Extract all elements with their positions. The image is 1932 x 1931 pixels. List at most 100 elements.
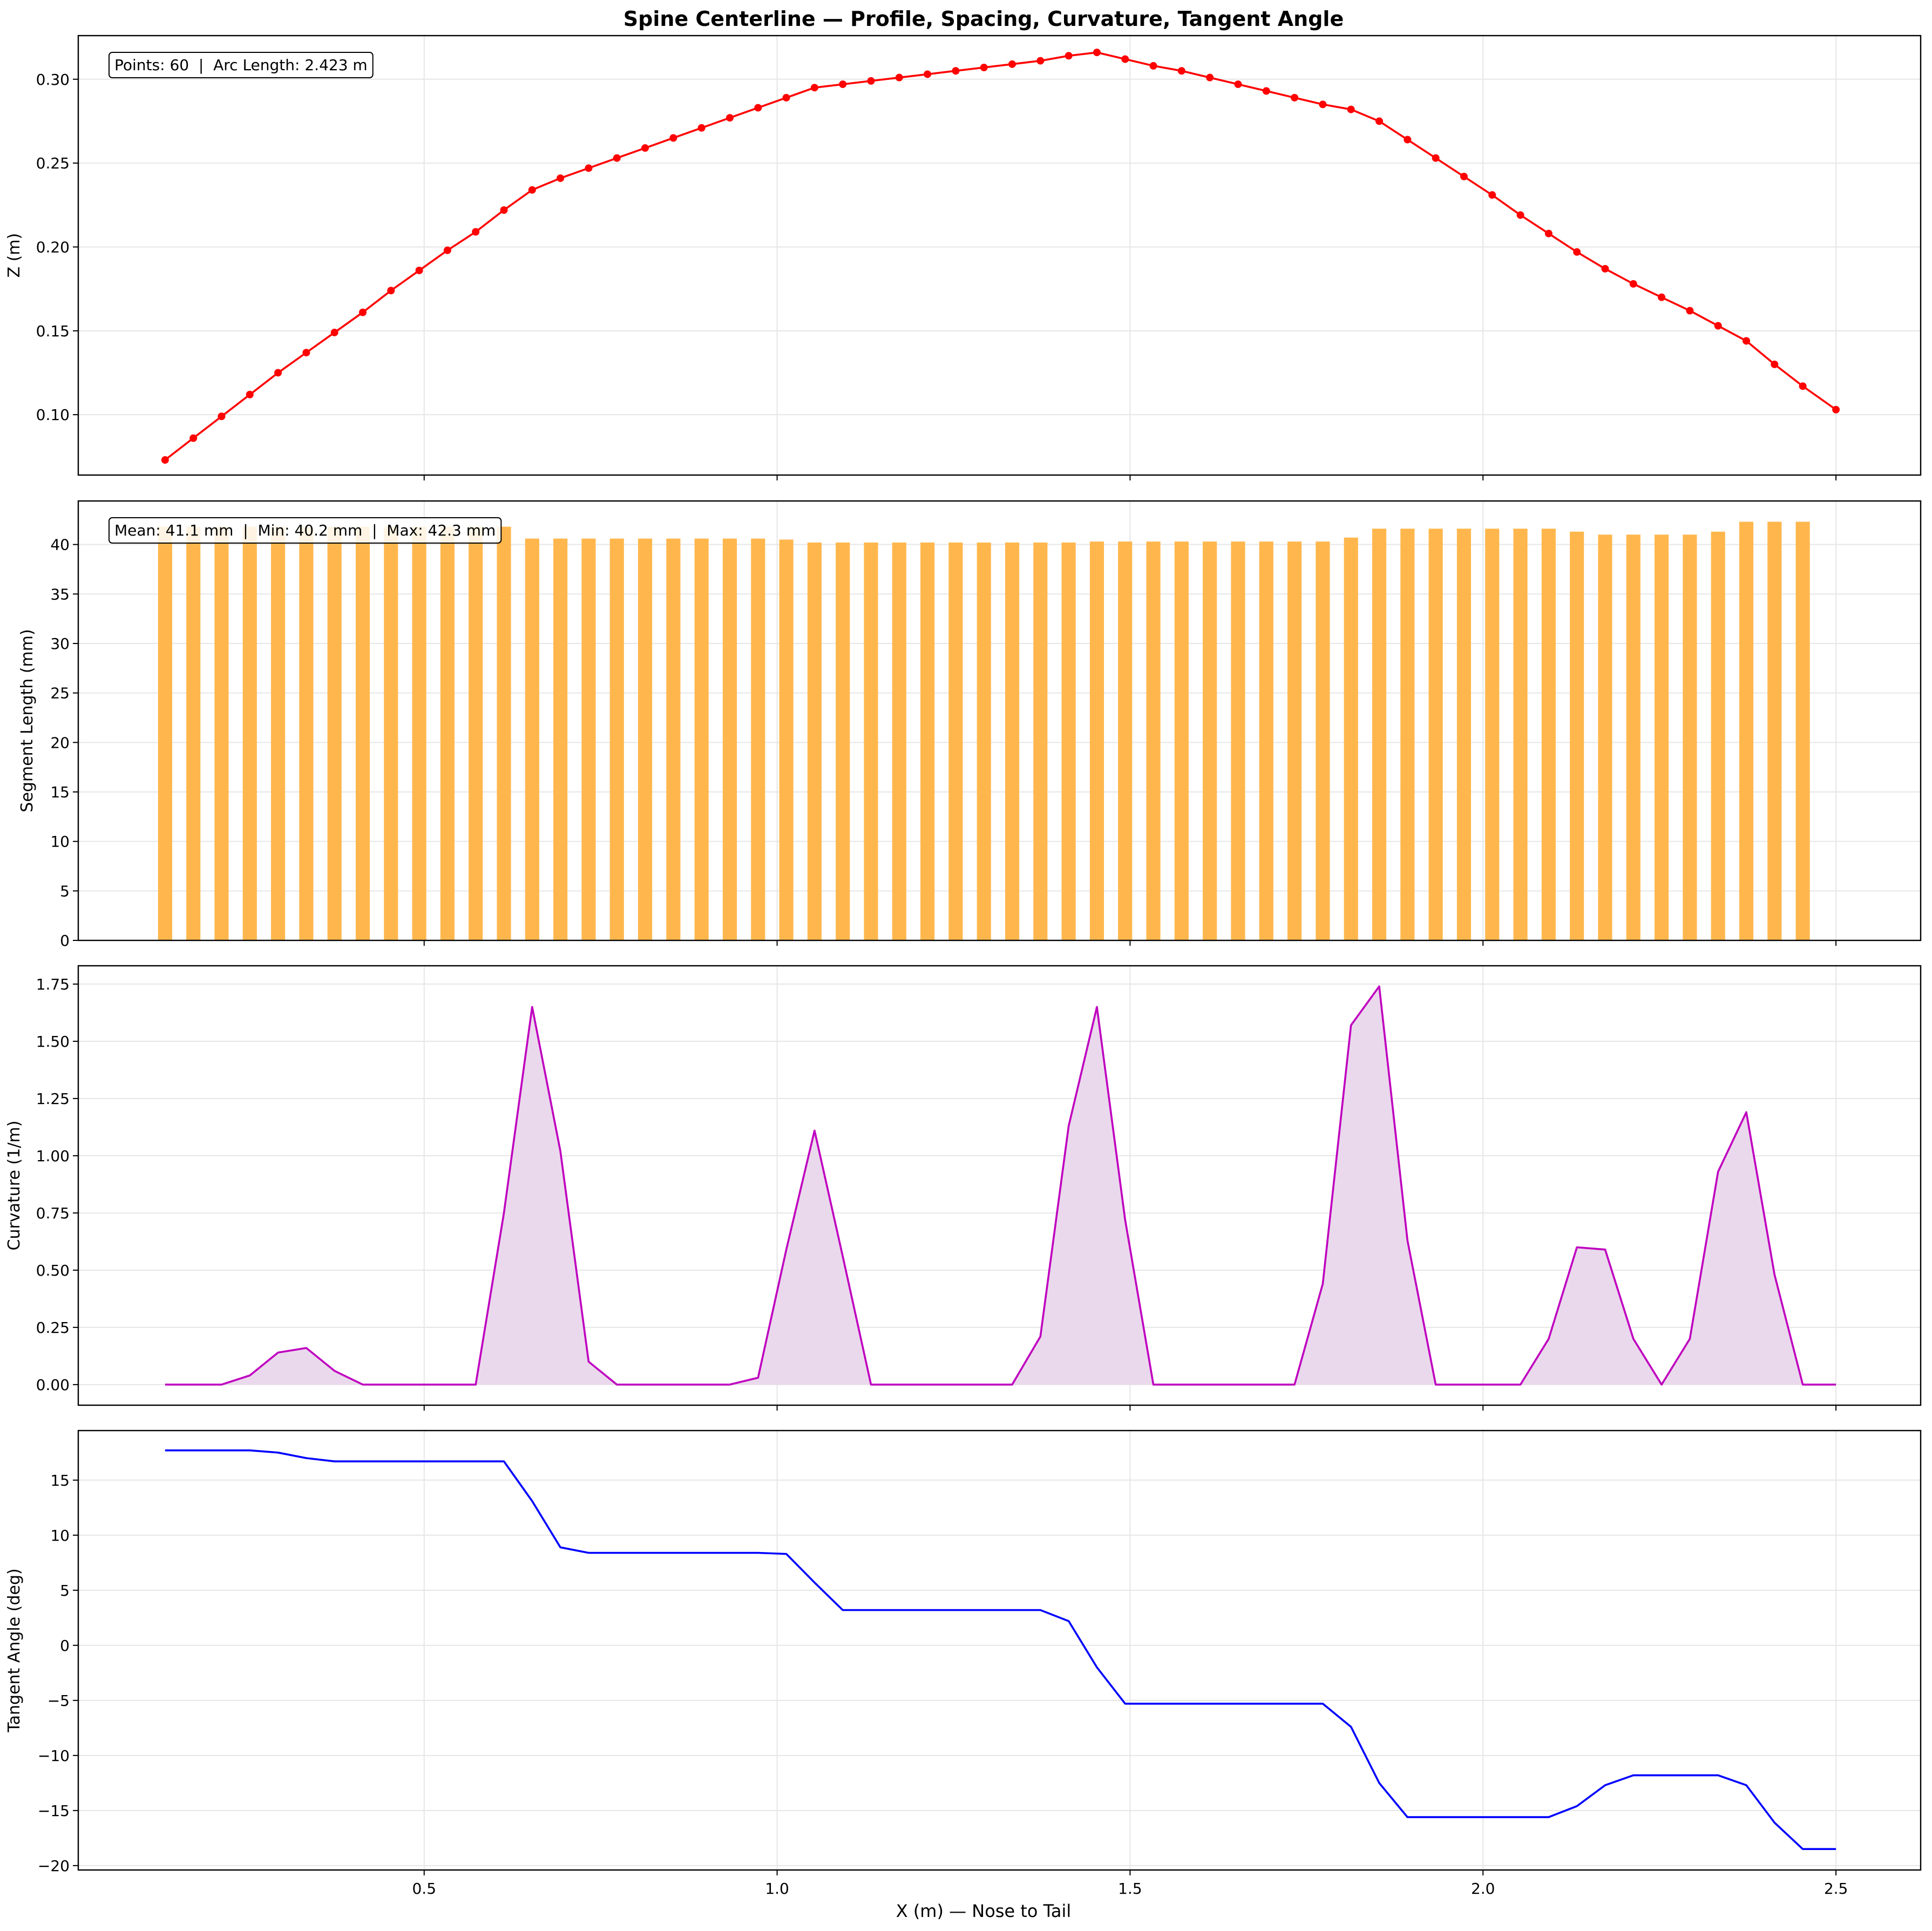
profile-point	[697, 124, 706, 132]
profile-point	[1799, 382, 1807, 390]
segment-length-ytick-label: 35	[50, 585, 70, 603]
segment-bar	[299, 526, 314, 940]
segment-bar	[440, 526, 455, 940]
profile-point	[924, 70, 932, 78]
segment-bar	[1033, 543, 1048, 940]
tangent-angle-ytick-label: 5	[60, 1582, 70, 1600]
profile-point	[1544, 229, 1553, 238]
profile-point	[1036, 57, 1045, 65]
curvature-ytick-label: 0.25	[36, 1319, 70, 1337]
profile-point	[443, 246, 451, 254]
profile-annotation: Points: 60 | Arc Length: 2.423 m	[109, 52, 374, 78]
profile-point	[1460, 172, 1468, 180]
segment-length-ytick-label: 15	[50, 783, 70, 801]
profile-point	[980, 64, 988, 72]
profile-point	[669, 134, 677, 142]
profile-point	[1432, 154, 1440, 162]
profile-point	[1686, 307, 1694, 315]
segment-bar	[327, 526, 342, 940]
profile-point	[1291, 93, 1299, 101]
profile-point	[641, 144, 649, 152]
profile-point	[1832, 405, 1840, 414]
curvature-frame	[77, 965, 1922, 1406]
segment-bar	[581, 538, 596, 940]
segment-bar	[807, 543, 822, 940]
profile-point	[330, 328, 338, 336]
segment-length-ytick-label: 25	[50, 685, 70, 702]
segment-bar	[412, 526, 426, 940]
profile-point	[1573, 248, 1581, 256]
profile-point	[161, 456, 169, 464]
segment-bar	[609, 538, 624, 940]
profile-point	[1658, 293, 1666, 301]
segment-bar	[1683, 534, 1697, 940]
profile-point	[218, 412, 226, 421]
profile-ytick-label: 0.25	[36, 154, 70, 172]
segment-bar	[1005, 543, 1020, 940]
profile-point	[952, 67, 960, 75]
segment-bar	[836, 543, 850, 940]
segment-length-ytick-label: 0	[60, 932, 70, 950]
tangent-angle-ytick-label: −15	[38, 1802, 70, 1820]
segment-length-ytick-label: 5	[60, 882, 70, 900]
figure-title: Spine Centerline — Profile, Spacing, Cur…	[623, 7, 1344, 31]
segment-bar	[1344, 537, 1358, 940]
segment-bar	[1485, 529, 1500, 940]
tangent-angle-xtick-label: 2.0	[1471, 1880, 1495, 1898]
profile-ylabel: Z (m)	[5, 233, 24, 278]
profile-point	[1065, 52, 1073, 60]
tangent-angle-ytick-label: −5	[48, 1692, 70, 1710]
segment-length-ytick-label: 20	[50, 734, 70, 751]
profile-point	[1177, 67, 1185, 75]
curvature-panel: 0.00 0.25 0.50 0.75 1.00 1.25 1.50 1.75 Curvatur…	[5, 965, 1922, 1411]
profile-point	[1347, 105, 1355, 113]
segment-length-annotation-text: Mean: 41.1 mm | Min: 40.2 mm | Max: 42.3…	[114, 521, 496, 539]
tangent-angle-ytick-label: −20	[38, 1857, 70, 1875]
profile-point	[500, 206, 508, 214]
segment-bar	[1428, 529, 1443, 940]
segment-bar	[1570, 531, 1584, 940]
segment-bar	[1203, 541, 1217, 940]
profile-point	[358, 308, 367, 316]
segment-bar	[1118, 541, 1133, 940]
profile-annotation-text: Points: 60 | Arc Length: 2.423 m	[114, 56, 368, 74]
segment-bar	[1711, 531, 1725, 940]
segment-bar	[779, 539, 794, 940]
profile-point	[895, 73, 903, 82]
panels: 0.10 0.15 0.20 0.25 0.30 Z (m) Points: 60 | Ar…	[5, 35, 1922, 1898]
x-axis-label: X (m) — Nose to Tail	[896, 1901, 1072, 1921]
segment-bar	[186, 526, 201, 940]
profile-point	[585, 164, 593, 172]
profile-frame	[77, 35, 1922, 476]
segment-bar	[242, 526, 257, 940]
segment-bar	[355, 526, 370, 940]
profile-point	[613, 154, 621, 162]
segment-bar	[722, 538, 737, 940]
tangent-angle-ytick-label: −10	[38, 1747, 70, 1765]
profile-point	[1488, 191, 1496, 199]
tangent-angle-frame	[77, 1429, 1922, 1871]
segment-bar	[1089, 541, 1104, 940]
segment-bar	[1231, 541, 1245, 940]
profile-line	[164, 51, 1837, 461]
profile-point	[1206, 73, 1214, 82]
segment-bar	[864, 543, 878, 940]
segment-bar	[694, 538, 709, 940]
profile-point	[1262, 87, 1270, 95]
segment-bar	[1372, 529, 1387, 940]
tangent-angle-ytick-label: 15	[50, 1472, 70, 1489]
segment-bar	[1259, 541, 1273, 940]
curvature-ylabel: Curvature (1/m)	[5, 1121, 24, 1251]
segment-bar	[1174, 541, 1189, 940]
curvature-ytick-label: 1.00	[36, 1147, 70, 1165]
segment-bar	[1456, 529, 1472, 940]
profile-point	[867, 77, 875, 85]
profile-point	[726, 114, 734, 122]
profile-panel: 0.10 0.15 0.20 0.25 0.30 Z (m) Points: 60 | Ar…	[5, 35, 1922, 480]
segment-bar	[977, 543, 991, 940]
segment-bar	[214, 526, 229, 940]
segment-bar	[1316, 541, 1330, 940]
tangent-angle-xtick-label: 1.0	[765, 1880, 789, 1898]
segment-bar	[666, 538, 681, 940]
segment-bar	[1541, 529, 1556, 940]
